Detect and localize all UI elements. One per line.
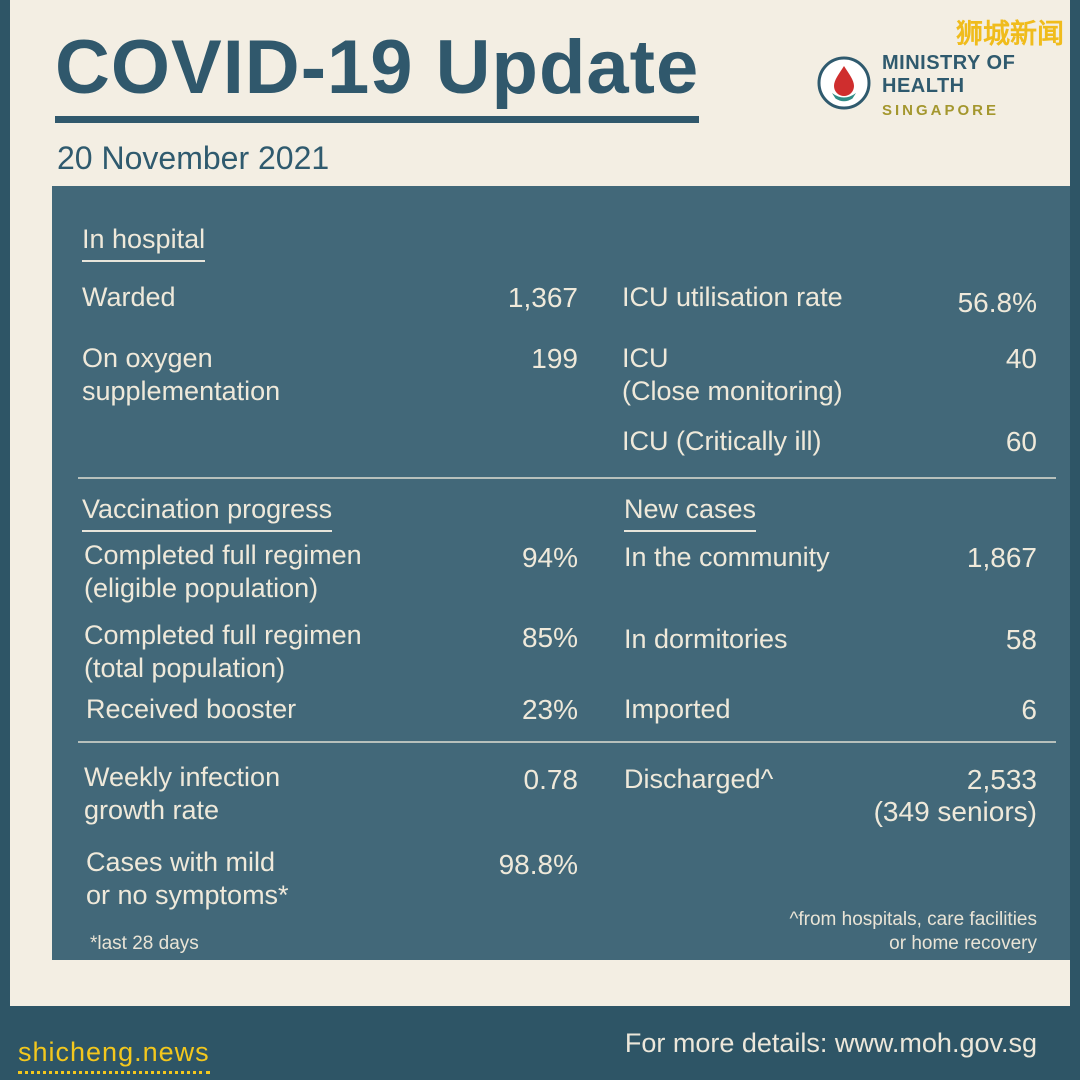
section-in-hospital-heading: In hospital — [82, 223, 206, 262]
icu-rate-label: ICU utilisation rate — [622, 282, 843, 312]
section-vaccination-heading: Vaccination progress — [82, 493, 333, 532]
booster-value: 23% — [521, 694, 578, 725]
left-edge-stripe — [0, 0, 10, 1080]
community-label: In the community — [624, 542, 830, 572]
country-name: SINGAPORE — [882, 102, 1000, 119]
icu-close-label: ICU (Close monitoring) — [622, 343, 843, 406]
footer-bar: For more details: www.moh.gov.sg — [0, 1006, 1080, 1080]
discharged-footnote: ^from hospitals, care facilities or home… — [789, 909, 1037, 954]
stats-panel: In hospital Warded 1,367 ICU utilisation… — [52, 186, 1080, 960]
mild-footnote: *last 28 days — [90, 933, 199, 954]
warded-label: Warded — [82, 282, 176, 312]
mild-symptoms-label: Cases with mild or no symptoms* — [86, 847, 289, 910]
booster-label: Received booster — [86, 694, 297, 724]
dormitories-label: In dormitories — [624, 624, 788, 654]
new-cases-heading-text: New cases — [624, 493, 757, 532]
ministry-name: MINISTRY OF HEALTH — [882, 52, 1016, 97]
divider — [78, 741, 1056, 743]
vaccination-heading-text: Vaccination progress — [82, 493, 333, 532]
in-hospital-heading-text: In hospital — [82, 223, 206, 262]
community-value: 1,867 — [966, 542, 1037, 573]
full-regimen-total-label: Completed full regimen (total population… — [84, 620, 362, 683]
mild-symptoms-value: 98.8% — [498, 849, 578, 880]
warded-value: 1,367 — [507, 282, 578, 313]
icu-close-value: 40 — [1005, 343, 1037, 374]
growth-rate-value: 0.78 — [523, 764, 579, 795]
imported-value: 6 — [1021, 694, 1037, 725]
chinese-watermark: 狮城新闻 — [956, 19, 1064, 49]
discharged-label: Discharged^ — [624, 764, 774, 794]
page-title: COVID-19 Update — [55, 28, 700, 123]
growth-rate-label: Weekly infection growth rate — [84, 762, 281, 825]
site-watermark: shicheng.news — [18, 1037, 210, 1074]
right-edge-stripe — [1070, 0, 1080, 1080]
moh-logo-text: MINISTRY OF HEALTH SINGAPORE — [882, 52, 1080, 119]
imported-label: Imported — [624, 694, 731, 724]
discharged-value: 2,533 — [966, 764, 1037, 795]
icu-critical-value: 60 — [1005, 426, 1037, 457]
dormitories-value: 58 — [1005, 624, 1037, 655]
full-regimen-eligible-label: Completed full regimen (eligible populat… — [84, 540, 362, 603]
section-new-cases-heading: New cases — [624, 493, 757, 532]
more-details-text: For more details: www.moh.gov.sg — [624, 1028, 1037, 1058]
oxygen-value: 199 — [531, 343, 578, 374]
discharged-seniors-subvalue: (349 seniors) — [873, 796, 1037, 827]
moh-logo-block: MINISTRY OF HEALTH SINGAPORE — [816, 52, 1080, 119]
moh-lotus-icon — [816, 55, 872, 116]
oxygen-label: On oxygen supplementation — [82, 343, 281, 406]
full-regimen-total-value: 85% — [521, 622, 578, 653]
divider — [78, 477, 1056, 479]
full-regimen-eligible-value: 94% — [521, 542, 578, 573]
icu-critical-label: ICU (Critically ill) — [622, 426, 822, 456]
icu-rate-value: 56.8% — [957, 287, 1037, 318]
report-date: 20 November 2021 — [57, 140, 330, 176]
